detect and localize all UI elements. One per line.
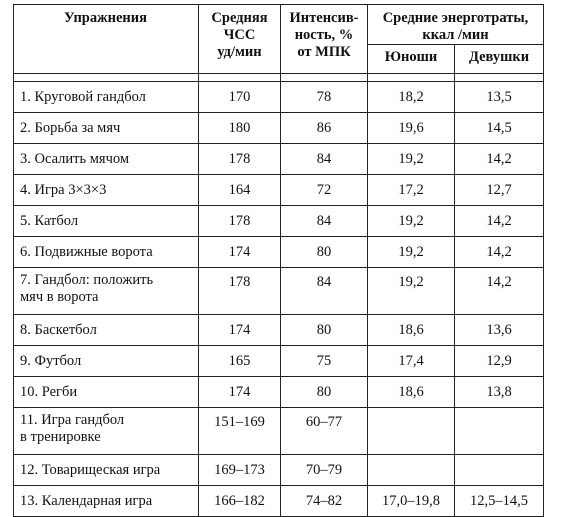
hr-value: 178: [198, 143, 281, 175]
girls-value: [454, 407, 544, 455]
exercise-name: 8. Баскетбол: [13, 314, 199, 346]
header-boys: Юноши: [367, 44, 455, 74]
hr-value: 178: [198, 267, 281, 315]
hr-value: 178: [198, 205, 281, 237]
girls-value: 13,8: [454, 376, 544, 408]
intensity-value: 84: [280, 267, 368, 315]
intensity-value: 74–82: [280, 485, 368, 517]
exercise-name: 3. Осалить мячом: [13, 143, 199, 175]
table-row: 8. Баскетбол 174 80 18,6 13,6: [13, 314, 544, 346]
exercise-name: 1. Круговой гандбол: [13, 81, 199, 113]
hr-value: 174: [198, 236, 281, 268]
boys-value: 18,6: [367, 376, 455, 408]
boys-value: 19,2: [367, 267, 455, 315]
exercise-name: 10. Регби: [13, 376, 199, 408]
table-row: 7. Гандбол: положить мяч в ворота 178 84…: [13, 267, 544, 315]
exercise-name: 5. Катбол: [13, 205, 199, 237]
table-row: 6. Подвижные ворота 174 80 19,2 14,2: [13, 236, 544, 268]
intensity-value: 80: [280, 236, 368, 268]
boys-value: 18,2: [367, 81, 455, 113]
table-row: 10. Регби 174 80 18,6 13,8: [13, 376, 544, 408]
header-hr: Средняя ЧСС уд/мин: [198, 4, 281, 74]
boys-value: [367, 407, 455, 455]
hr-value: 170: [198, 81, 281, 113]
intensity-value: 80: [280, 376, 368, 408]
girls-value: 14,5: [454, 112, 544, 144]
header-energy: Средние энерготраты, ккал /мин: [367, 4, 544, 45]
exercise-name: 4. Игра 3×3×3: [13, 174, 199, 206]
table-row: 13. Календарная игра 166–182 74–82 17,0–…: [13, 485, 544, 517]
hr-value: 165: [198, 345, 281, 377]
intensity-value: 72: [280, 174, 368, 206]
header-girls: Девушки: [454, 44, 544, 74]
girls-value: 12,5–14,5: [454, 485, 544, 517]
table-row: 1. Круговой гандбол 170 78 18,2 13,5: [13, 81, 544, 113]
hr-value: 169–173: [198, 454, 281, 486]
intensity-value: 80: [280, 314, 368, 346]
table-row: 12. Товарищеская игра 169–173 70–79: [13, 454, 544, 486]
intensity-value: 84: [280, 143, 368, 175]
intensity-value: 70–79: [280, 454, 368, 486]
hr-value: 180: [198, 112, 281, 144]
exercise-name: 13. Календарная игра: [13, 485, 199, 517]
boys-value: 18,6: [367, 314, 455, 346]
exercise-name: 6. Подвижные ворота: [13, 236, 199, 268]
girls-value: 13,5: [454, 81, 544, 113]
exercise-name: 11. Игра гандбол в тренировке: [13, 407, 199, 455]
boys-value: 19,2: [367, 143, 455, 175]
subheader-row: Юноши Девушки: [14, 44, 544, 74]
header-spacer: [13, 73, 544, 82]
intensity-value: 75: [280, 345, 368, 377]
intensity-value: 60–77: [280, 407, 368, 455]
table-row: 2. Борьба за мяч 180 86 19,6 14,5: [13, 112, 544, 144]
table-row: 9. Футбол 165 75 17,4 12,9: [13, 345, 544, 377]
girls-value: 13,6: [454, 314, 544, 346]
girls-value: 12,9: [454, 345, 544, 377]
intensity-value: 78: [280, 81, 368, 113]
exercise-name: 7. Гандбол: положить мяч в ворота: [13, 267, 199, 315]
exercise-name: 12. Товарищеская игра: [13, 454, 199, 486]
exercise-name: 2. Борьба за мяч: [13, 112, 199, 144]
table-row: 4. Игра 3×3×3 164 72 17,2 12,7: [13, 174, 544, 206]
boys-value: 17,2: [367, 174, 455, 206]
girls-value: 14,2: [454, 205, 544, 237]
table-row: 3. Осалить мячом 178 84 19,2 14,2: [13, 143, 544, 175]
boys-value: [367, 454, 455, 486]
girls-value: [454, 454, 544, 486]
boys-value: 17,4: [367, 345, 455, 377]
header-exercise: Упражнения: [13, 4, 199, 74]
boys-value: 19,2: [367, 236, 455, 268]
girls-value: 14,2: [454, 267, 544, 315]
hr-value: 174: [198, 314, 281, 346]
hr-value: 166–182: [198, 485, 281, 517]
table-row: 5. Катбол 178 84 19,2 14,2: [13, 205, 544, 237]
hr-value: 151–169: [198, 407, 281, 455]
header-intensity: Интенсив- ность, % от МПК: [280, 4, 368, 74]
hr-value: 164: [198, 174, 281, 206]
boys-value: 19,2: [367, 205, 455, 237]
boys-value: 17,0–19,8: [367, 485, 455, 517]
girls-value: 12,7: [454, 174, 544, 206]
exercise-table: Упражнения Средняя ЧСС уд/мин Интенсив- …: [13, 4, 544, 517]
intensity-value: 86: [280, 112, 368, 144]
hr-value: 174: [198, 376, 281, 408]
table-row: 11. Игра гандбол в тренировке 151–169 60…: [13, 407, 544, 455]
header-row: Упражнения Средняя ЧСС уд/мин Интенсив- …: [13, 4, 544, 74]
boys-value: 19,6: [367, 112, 455, 144]
girls-value: 14,2: [454, 236, 544, 268]
girls-value: 14,2: [454, 143, 544, 175]
exercise-name: 9. Футбол: [13, 345, 199, 377]
intensity-value: 84: [280, 205, 368, 237]
